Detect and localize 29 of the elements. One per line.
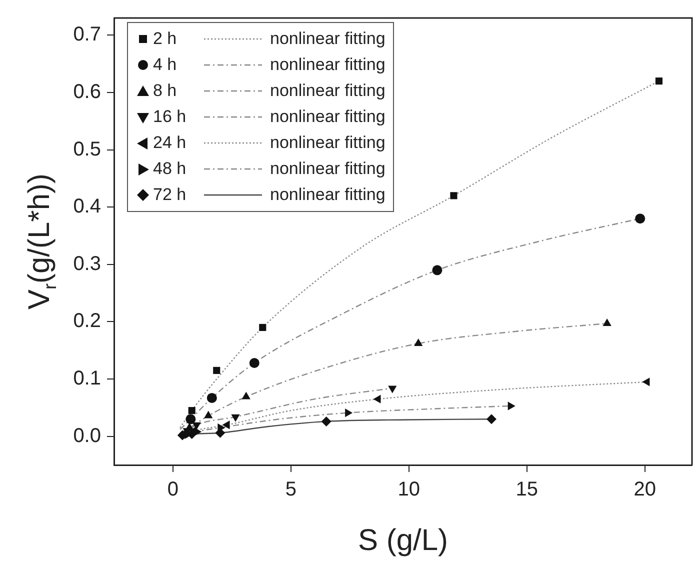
y-tick-label: 0.5 [73,138,101,160]
legend-label: 2 h [153,29,177,49]
legend-label: 48 h [153,159,186,179]
y-tick-label: 0.4 [73,196,101,218]
x-axis-title: S (g/L) [358,524,448,557]
legend-label: 24 h [153,133,186,153]
x-tick-label: 5 [285,478,296,501]
legend-label: nonlinear fitting [270,55,386,75]
legend-label: nonlinear fitting [270,133,386,153]
legend-label: nonlinear fitting [270,29,386,49]
legend-label: nonlinear fitting [270,81,386,101]
y-tick-label: 0.2 [73,310,101,332]
y-tick-label: 0.1 [73,368,101,390]
y-tick-label: 0.3 [73,252,101,275]
x-tick-label: 20 [634,478,656,501]
x-tick-label: 15 [516,478,538,501]
legend-label: nonlinear fitting [270,159,386,179]
y-axis-title: Vr(g/(L*h)) [23,173,60,310]
legend-label: 72 h [153,185,186,205]
legend-label: 16 h [153,107,186,127]
legend-label: nonlinear fitting [270,107,386,127]
x-tick-label: 10 [398,478,420,501]
legend-label: nonlinear fitting [270,185,386,205]
y-tick-label: 0.7 [73,24,101,46]
x-tick-label: 0 [167,478,179,501]
y-tick-label: 0.0 [73,424,101,447]
legend-label: 8 h [153,81,177,101]
y-tick-label: 0.6 [73,81,101,104]
legend-label: 4 h [153,55,177,75]
